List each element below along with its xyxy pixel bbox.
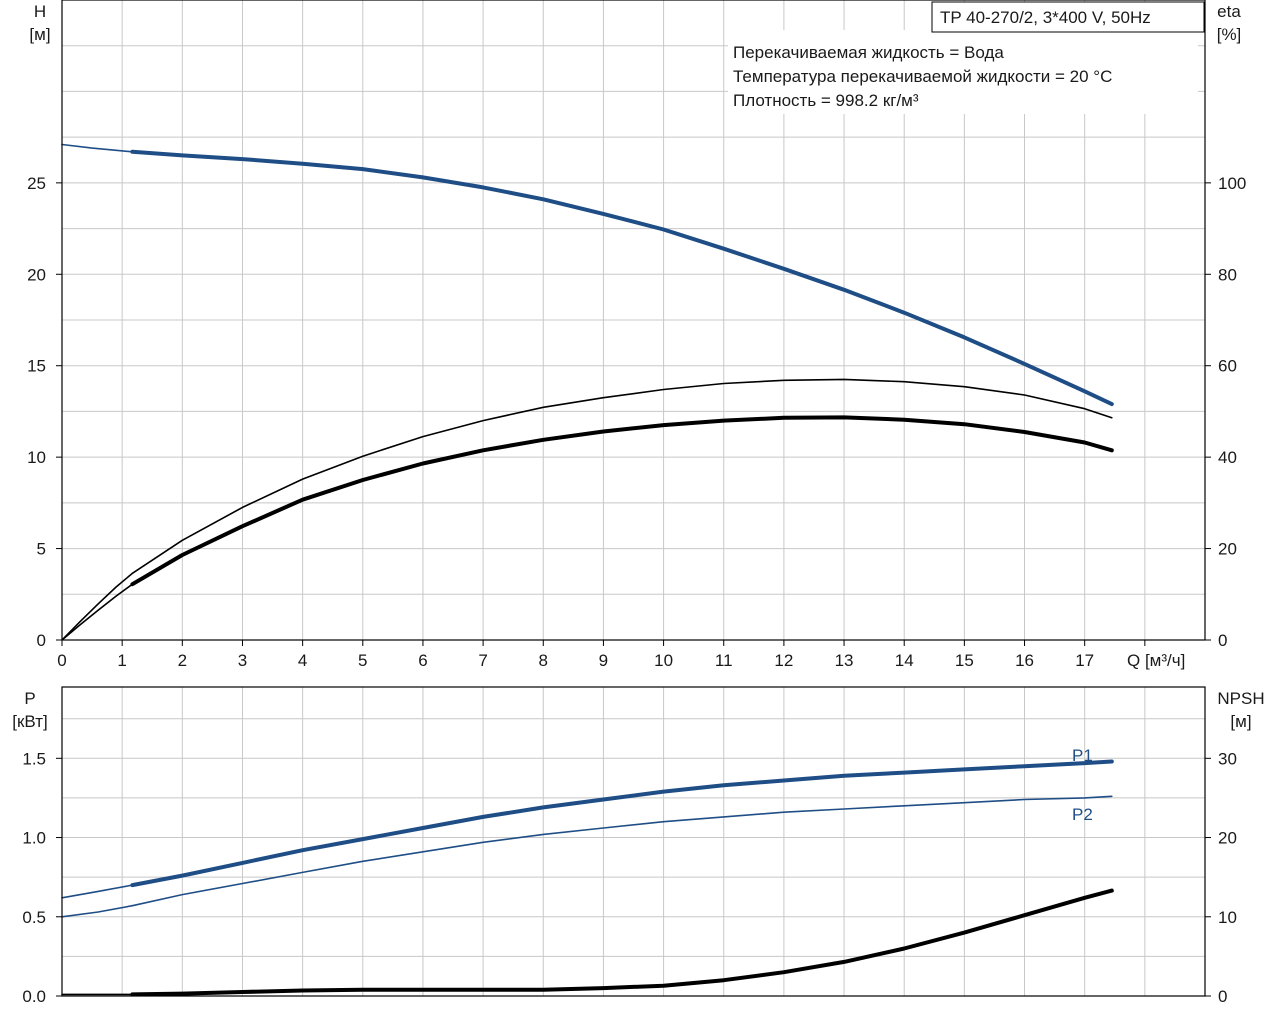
bottom-left-axis-unit: [кВт]	[12, 712, 47, 731]
y-tick-label: 20	[27, 265, 46, 284]
npsh-curve	[130, 888, 1114, 997]
bottom-grid	[62, 687, 1205, 996]
top-right-axis-unit: [%]	[1217, 25, 1242, 44]
x-tick-label: 12	[774, 651, 793, 670]
info-box-background	[728, 30, 1198, 114]
x-tick-label: 9	[599, 651, 608, 670]
y-tick-label: 1.0	[22, 829, 46, 848]
y-tick-label: 10	[27, 448, 46, 467]
y2-tick-label: 20	[1218, 829, 1237, 848]
P2-ext-curve	[61, 904, 134, 918]
x-tick-label: 15	[955, 651, 974, 670]
y-tick-label: 1.5	[22, 749, 46, 768]
eta-thin-curve	[131, 378, 1113, 575]
bottom-plot-frame	[61, 686, 1206, 997]
p1-curve-label: P1	[1072, 746, 1093, 765]
axis-ticks	[56, 182, 1211, 997]
x-axis-label: Q [м³/ч]	[1127, 651, 1185, 670]
y2-tick-label: 10	[1218, 908, 1237, 927]
P2-curve	[131, 795, 1113, 907]
x-tick-label: 8	[539, 651, 548, 670]
tick-labels: 0 1 2 3 4 5 6 7 8 9 10 11 12 13 14 15 16 1705101520250204…	[22, 174, 1246, 1006]
p2-curve-label: P2	[1072, 805, 1093, 824]
P1-curve	[130, 759, 1114, 888]
y-tick-label: 0.5	[22, 908, 46, 927]
x-tick-label: 2	[178, 651, 187, 670]
top-plot-frame	[61, 0, 1206, 641]
x-tick-label: 0	[57, 651, 66, 670]
x-tick-label: 7	[478, 651, 487, 670]
top-left-axis-unit: [м]	[29, 25, 50, 44]
info-line-density: Плотность = 998.2 кг/м³	[733, 91, 919, 110]
x-tick-label: 11	[715, 651, 733, 670]
title-box-text: TP 40-270/2, 3*400 V, 50Hz	[940, 8, 1151, 27]
eta-thin-ext-curve	[61, 572, 134, 641]
eta-thick-ext-curve	[61, 583, 134, 641]
head-ext-curve	[61, 143, 134, 153]
y2-tick-label: 60	[1218, 357, 1237, 376]
x-tick-label: 6	[418, 651, 427, 670]
x-tick-label: 5	[358, 651, 367, 670]
top-curves	[61, 143, 1114, 641]
y-tick-label: 5	[37, 540, 46, 559]
y-tick-label: 0.0	[22, 987, 46, 1006]
x-tick-label: 17	[1075, 651, 1094, 670]
y2-tick-label: 20	[1218, 540, 1237, 559]
y2-tick-label: 80	[1218, 265, 1237, 284]
title-box	[931, 1, 1205, 33]
top-left-axis-symbol: H	[34, 2, 46, 21]
x-tick-label: 13	[835, 651, 854, 670]
P1-ext-curve	[61, 884, 134, 899]
x-tick-label: 4	[298, 651, 307, 670]
y-tick-label: 0	[37, 631, 46, 650]
x-tick-label: 3	[238, 651, 247, 670]
bottom-right-axis-unit: [м]	[1230, 712, 1251, 731]
info-line-temperature: Температура перекачиваемой жидкости = 20…	[733, 67, 1112, 86]
y-tick-label: 25	[27, 174, 46, 193]
bottom-left-axis-symbol: P	[24, 689, 35, 708]
info-line-fluid: Перекачиваемая жидкость = Вода	[733, 43, 1004, 62]
y-tick-label: 15	[27, 357, 46, 376]
top-right-axis-symbol: eta	[1217, 2, 1241, 21]
x-tick-label: 16	[1015, 651, 1034, 670]
bottom-right-axis-symbol: NPSH	[1217, 689, 1264, 708]
x-tick-label: 10	[654, 651, 673, 670]
head-curve	[130, 149, 1114, 407]
y2-tick-label: 30	[1218, 749, 1237, 768]
y2-tick-label: 0	[1218, 987, 1227, 1006]
x-tick-label: 1	[117, 651, 126, 670]
y2-tick-label: 100	[1218, 174, 1246, 193]
eta-thick-curve	[130, 415, 1114, 587]
y2-tick-label: 40	[1218, 448, 1237, 467]
x-tick-label: 14	[895, 651, 914, 670]
y2-tick-label: 0	[1218, 631, 1227, 650]
bottom-curves	[61, 759, 1114, 997]
